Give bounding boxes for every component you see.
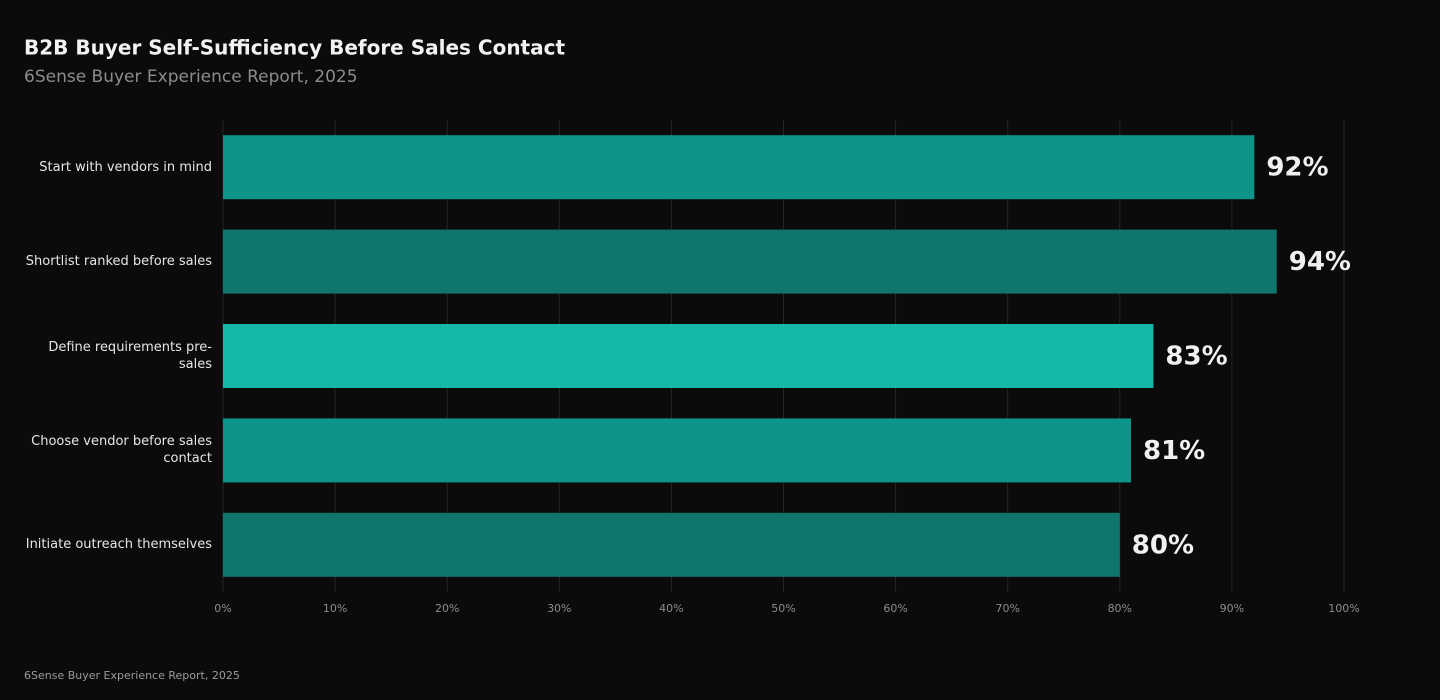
chart-title: B2B Buyer Self-Sufficiency Before Sales … [24, 36, 565, 60]
value-label: 83% [1165, 342, 1227, 372]
value-label: 81% [1143, 436, 1205, 466]
source: 6Sense Buyer Experience Report, 2025 [24, 669, 240, 682]
x-tick-label: 10% [323, 602, 347, 615]
bar [223, 512, 1120, 577]
x-tick-label: 40% [659, 602, 683, 615]
x-tick-label: 50% [771, 602, 795, 615]
y-tick-label: Choose vendor before sales contact [31, 434, 212, 467]
value-label: 80% [1132, 530, 1194, 560]
x-tick-label: 80% [1108, 602, 1132, 615]
x-tick-label: 60% [883, 602, 907, 615]
x-tick-label: 70% [995, 602, 1019, 615]
y-tick-label: Define requirements pre-sales [48, 340, 212, 372]
x-tick-label: 100% [1328, 602, 1359, 615]
y-tick-label: Start with vendors in mind [39, 159, 212, 175]
bar [223, 324, 1154, 388]
x-tick-label: 30% [547, 602, 571, 615]
x-tick-label: 20% [435, 602, 459, 615]
chart-subtitle: 6Sense Buyer Experience Report, 2025 [24, 67, 358, 87]
x-tick-label: 90% [1220, 602, 1244, 615]
bar [223, 418, 1132, 483]
value-label: 92% [1266, 153, 1328, 183]
y-tick-label: Shortlist ranked before sales [25, 254, 212, 270]
y-tick-label: Initiate outreach themselves [25, 537, 212, 553]
bar [223, 229, 1277, 294]
bar [223, 135, 1255, 200]
x-tick-label: 0% [214, 602, 231, 615]
value-label: 94% [1289, 247, 1351, 277]
